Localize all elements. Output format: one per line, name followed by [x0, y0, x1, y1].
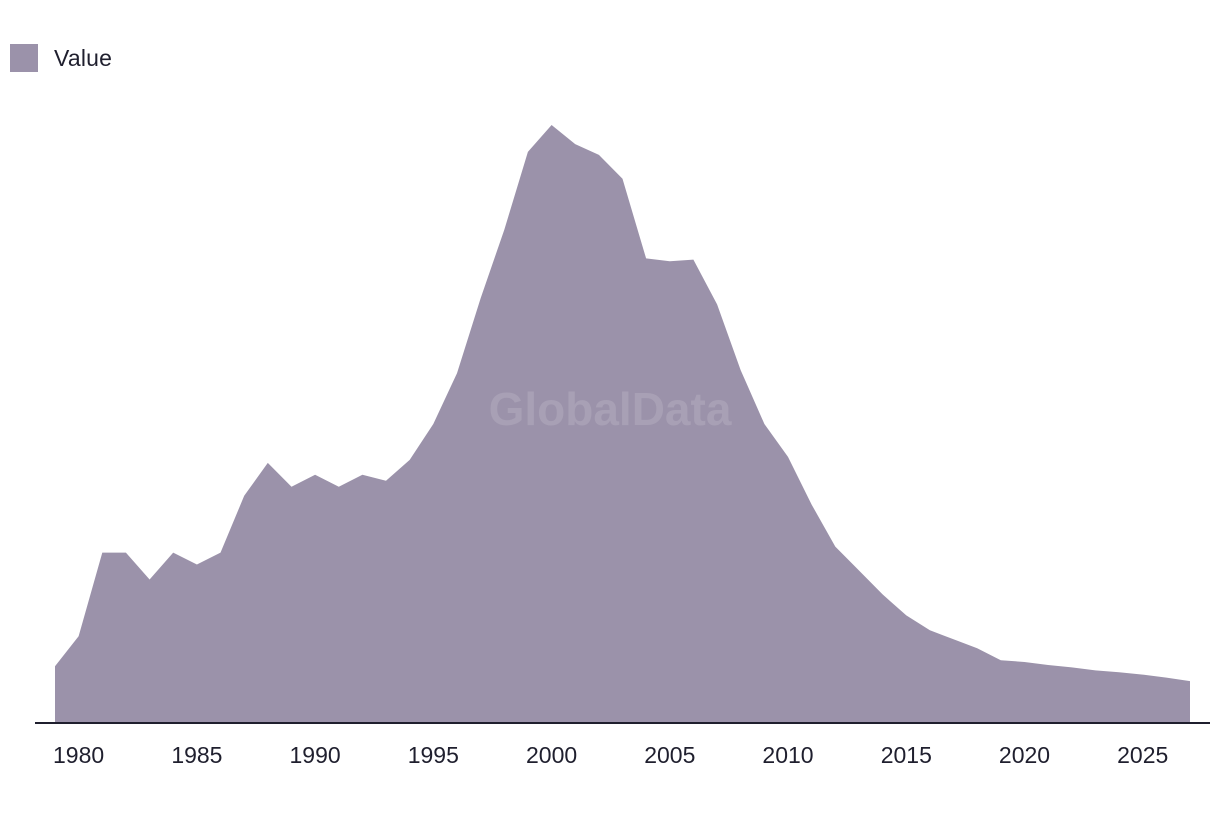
legend-swatch	[10, 44, 38, 72]
x-tick-label: 1990	[290, 742, 341, 768]
x-tick-label: 2025	[1117, 742, 1168, 768]
x-axis-ticks: 1980 1985 1990 1995 2000 2005 2010 2015 2020 2025	[53, 742, 1168, 768]
x-tick-label: 1980	[53, 742, 104, 768]
x-tick-label: 2000	[526, 742, 577, 768]
legend: Value	[10, 44, 112, 72]
x-tick-label: 2005	[644, 742, 695, 768]
legend-label: Value	[54, 44, 113, 71]
area-series-value	[55, 125, 1190, 723]
x-tick-label: 1995	[408, 742, 459, 768]
plot-area	[55, 125, 1190, 723]
x-tick-label: 2020	[999, 742, 1050, 768]
x-tick-label: 1985	[171, 742, 222, 768]
x-tick-label: 2010	[762, 742, 813, 768]
x-tick-label: 2015	[881, 742, 932, 768]
watermark: GlobalData	[489, 383, 732, 435]
